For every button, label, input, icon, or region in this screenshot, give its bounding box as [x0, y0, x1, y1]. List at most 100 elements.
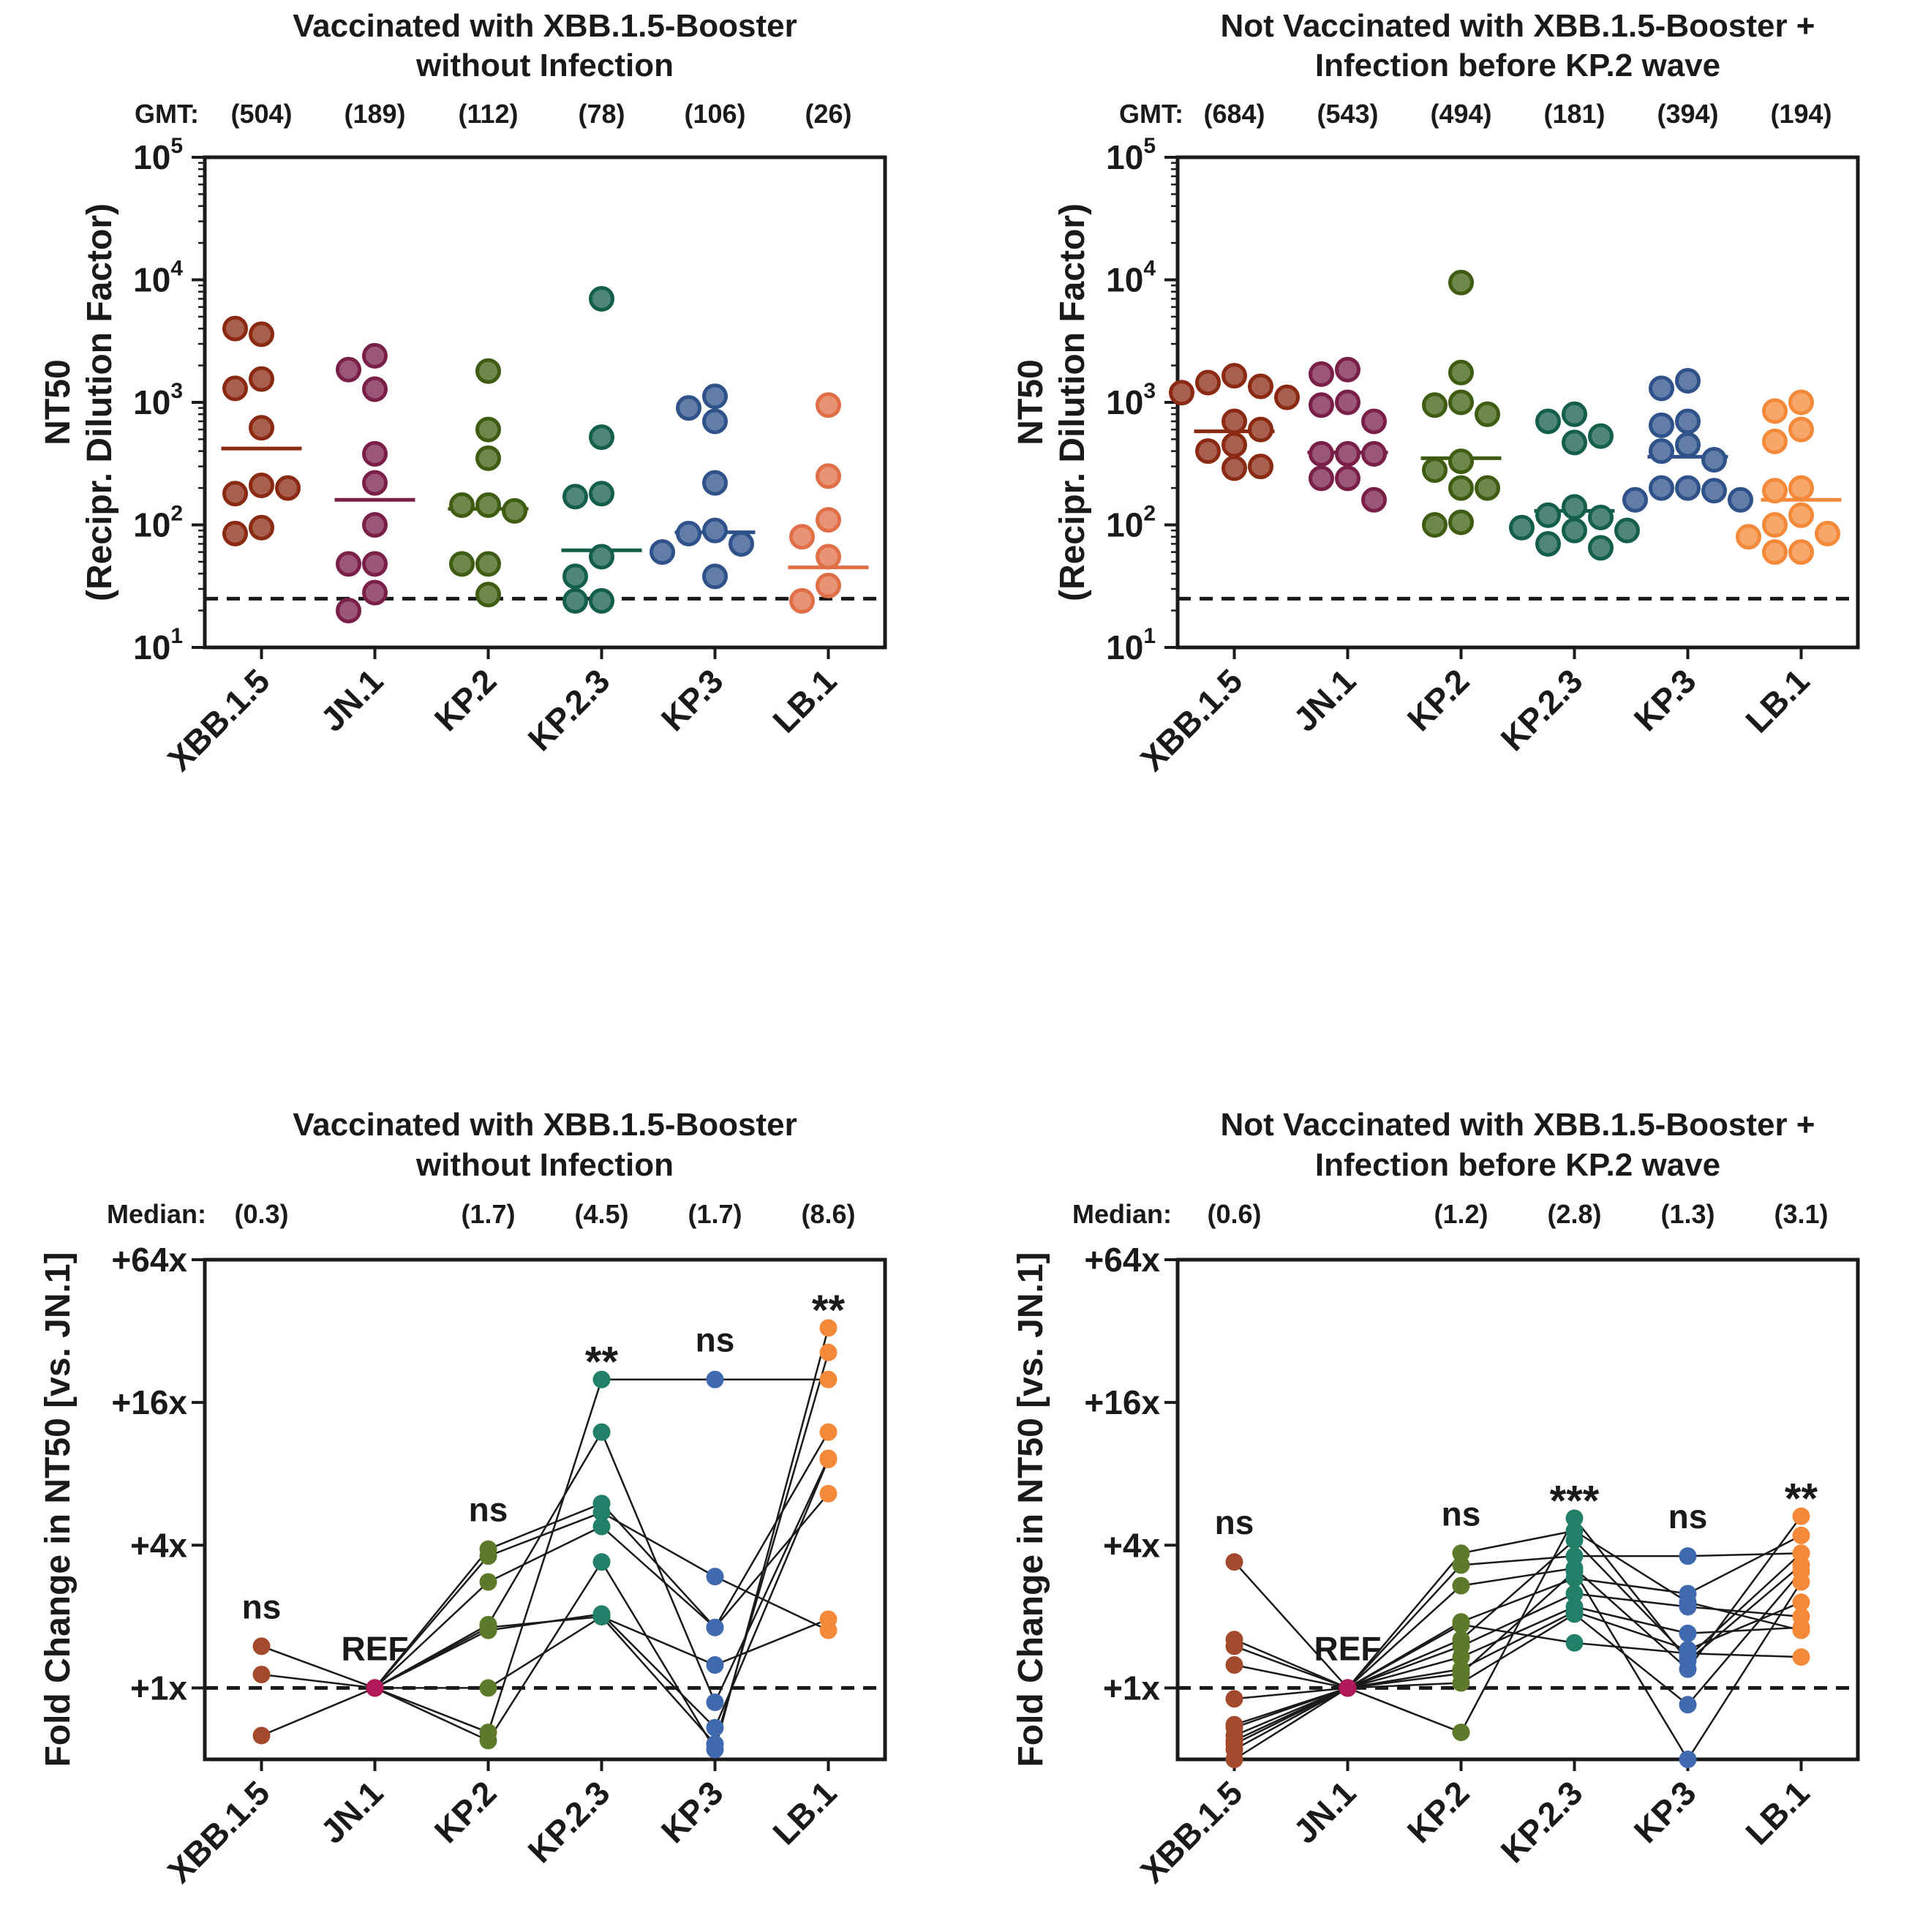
summary-value-kp-2: (112) [458, 99, 518, 129]
summary-label: GMT: [135, 99, 199, 129]
data-point-xbb-1-5 [249, 415, 274, 441]
data-point-lb-1 [789, 587, 815, 614]
data-point-kp-2-3 [1535, 408, 1561, 435]
data-point-jn-1 [1335, 389, 1360, 416]
y-tick-base: 10 [1106, 138, 1143, 176]
data-point-kp-2 [475, 416, 501, 443]
data-point-lb-1 [819, 1319, 837, 1337]
x-tick-label-xbb-1-5: XBB.1.5 [1133, 1773, 1250, 1890]
data-point-xbb-1-5 [1195, 369, 1221, 396]
data-point-kp-2 [449, 492, 475, 518]
significance-kp-2: ns [1442, 1495, 1481, 1533]
data-point-xbb-1-5 [252, 1665, 271, 1683]
subject-line-4 [1234, 1515, 1802, 1689]
y-tick-label-1e4: 104 [1106, 257, 1156, 299]
data-point-kp-2-3 [589, 544, 614, 570]
data-point-xbb-1-5 [1225, 1553, 1243, 1571]
y-axis-label-line-2: (Recipr. Dilution Factor) [80, 203, 119, 601]
data-point-kp-2 [1475, 401, 1500, 427]
data-point-kp-3 [1679, 1751, 1697, 1768]
data-point-kp-2 [475, 358, 501, 384]
data-point-kp-2-3 [1565, 1605, 1584, 1623]
data-point-lb-1 [816, 507, 841, 533]
y-tick-label-16x: +16x [111, 1383, 187, 1421]
x-tick-label-jn-1: JN.1 [1286, 661, 1363, 738]
data-point-kp-2 [1448, 448, 1474, 475]
y-tick-base: 10 [1106, 261, 1143, 299]
data-point-xbb-1-5 [249, 514, 274, 541]
summary-value-xbb-1-5: (504) [230, 99, 292, 129]
data-point-kp-2-3 [592, 1517, 611, 1536]
data-point-xbb-1-5 [1222, 455, 1247, 481]
data-point-kp-3 [1675, 408, 1701, 435]
data-point-jn-1 [1361, 408, 1387, 435]
data-point-kp-2-3 [562, 563, 588, 590]
x-tick-label-kp-3: KP.3 [1627, 661, 1704, 738]
data-point-lb-1 [819, 1423, 837, 1441]
data-point-kp-3 [1675, 432, 1701, 458]
data-point-xbb-1-5 [1248, 416, 1273, 443]
y-tick-label-64x: +64x [111, 1241, 187, 1279]
data-point-lb-1 [1792, 1573, 1810, 1591]
data-point-kp-3 [1649, 412, 1674, 438]
chart-title-line-1: Not Vaccinated with XBB.1.5-Booster + [1221, 1107, 1815, 1143]
y-tick-label-1e3: 103 [1106, 379, 1156, 421]
data-point-xbb-1-5 [1222, 363, 1247, 389]
data-point-lb-1 [1792, 1507, 1810, 1525]
x-tick-label-lb-1: LB.1 [765, 661, 843, 740]
y-tick-label-64x: +64x [1084, 1241, 1160, 1279]
y-axis-label-line-1: NT50 [39, 359, 78, 445]
data-point-kp-3 [702, 563, 728, 590]
y-tick-base: 10 [1106, 506, 1143, 544]
data-point-kp-3 [1701, 446, 1727, 473]
data-point-xbb-1-5 [1169, 380, 1194, 406]
data-point-jn-1 [362, 551, 388, 577]
y-tick-base: 10 [133, 628, 170, 666]
summary-value-kp-2-3: (2.8) [1547, 1199, 1601, 1229]
subject-line-7 [1234, 1606, 1802, 1729]
data-point-xbb-1-5 [1195, 438, 1221, 465]
y-tick-label-1x: +1x [1103, 1669, 1160, 1707]
data-point-kp-3 [702, 517, 728, 544]
data-point-jn-1 [1309, 361, 1334, 387]
y-tick-exponent: 1 [1143, 624, 1156, 648]
data-point-jn-1 [1361, 486, 1387, 513]
summary-value-kp-2: (1.7) [461, 1199, 515, 1229]
significance-kp-3: ns [1668, 1497, 1708, 1536]
chart-title-line-1: Vaccinated with XBB.1.5-Booster [293, 1107, 797, 1143]
y-tick-exponent: 2 [1143, 502, 1156, 526]
data-point-lb-1 [819, 1621, 837, 1639]
x-tick-label-kp-2-3: KP.2.3 [1494, 1773, 1590, 1870]
data-point-lb-1 [1762, 539, 1788, 565]
y-tick-base: 10 [133, 261, 170, 299]
data-point-kp-3 [706, 1656, 724, 1674]
plot-frame [203, 155, 887, 650]
significance-kp-2-3: *** [1550, 1477, 1600, 1525]
chart-title-line-2: without Infection [415, 1147, 674, 1183]
data-point-lb-1 [819, 1484, 837, 1503]
data-point-jn-1 [362, 470, 388, 496]
y-tick-label-16x: +16x [1084, 1383, 1160, 1421]
significance-lb-1: ** [1785, 1476, 1818, 1523]
data-point-kp-2-3 [592, 1423, 611, 1441]
x-tick-label-kp-2: KP.2 [1400, 1773, 1477, 1850]
y-tick-label-1e1: 101 [133, 624, 183, 666]
data-point-jn-1 [1309, 440, 1334, 467]
data-point-kp-2-3 [1614, 517, 1640, 544]
data-point-kp-3 [1679, 1598, 1697, 1616]
data-point-lb-1 [819, 1343, 837, 1361]
data-point-xbb-1-5 [249, 473, 274, 499]
data-point-kp-2-3 [589, 424, 614, 451]
data-point-xbb-1-5 [1248, 454, 1273, 480]
data-point-kp-3 [1675, 475, 1701, 501]
data-point-kp-2 [1448, 359, 1474, 386]
data-point-kp-2-3 [1562, 517, 1587, 544]
y-tick-exponent: 4 [170, 257, 183, 281]
significance-kp-3: ns [696, 1321, 735, 1359]
data-point-kp-2 [479, 1679, 497, 1697]
data-point-lb-1 [1792, 1618, 1810, 1636]
data-point-xbb-1-5 [252, 1726, 271, 1745]
significance-lb-1: ** [812, 1287, 846, 1334]
summary-value-kp-3: (394) [1657, 99, 1718, 129]
